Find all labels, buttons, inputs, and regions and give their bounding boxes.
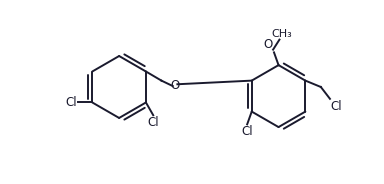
Text: O: O	[264, 38, 273, 52]
Text: Cl: Cl	[242, 125, 253, 138]
Text: Cl: Cl	[331, 100, 343, 113]
Text: O: O	[170, 79, 180, 92]
Text: Cl: Cl	[65, 96, 77, 109]
Text: Cl: Cl	[147, 116, 159, 129]
Text: CH₃: CH₃	[272, 29, 293, 39]
